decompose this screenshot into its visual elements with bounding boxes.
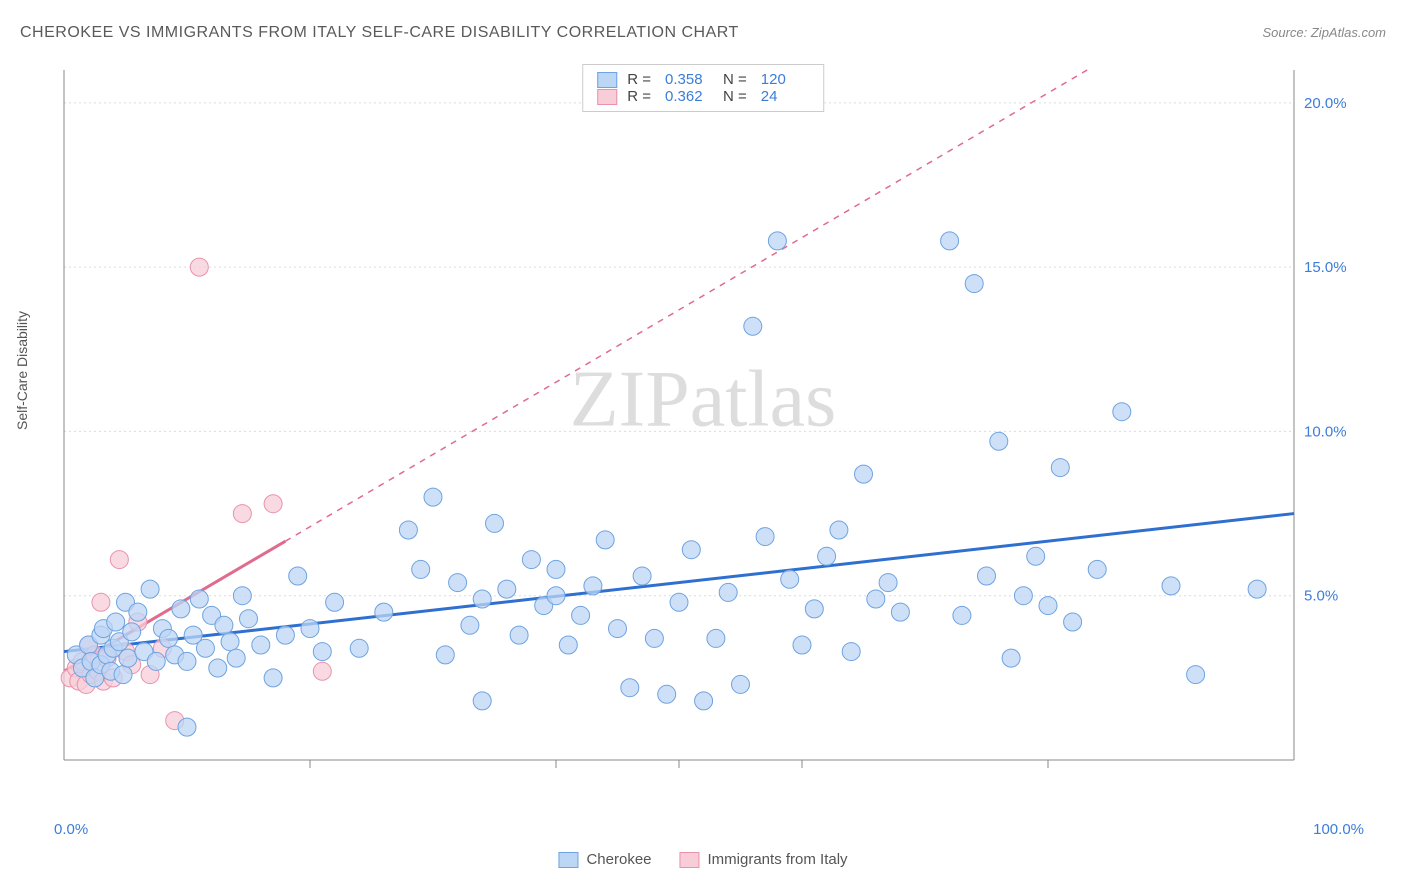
svg-text:15.0%: 15.0% [1304, 259, 1347, 276]
scatter-plot: 5.0% 10.0% 15.0% 20.0% [54, 60, 1364, 800]
stats-legend: R = 0.358 N = 120 R = 0.362 N = 24 [582, 64, 824, 112]
x-axis-max-label: 100.0% [1313, 821, 1364, 838]
svg-text:10.0%: 10.0% [1304, 423, 1347, 440]
n-value-cherokee: 120 [761, 71, 809, 88]
legend-item-cherokee: Cherokee [558, 851, 651, 868]
stats-row-italy: R = 0.362 N = 24 [597, 88, 809, 105]
n-value-italy: 24 [761, 88, 809, 105]
svg-text:20.0%: 20.0% [1304, 95, 1347, 112]
r-label: R = [627, 88, 651, 105]
n-label: N = [723, 88, 747, 105]
legend-label: Immigrants from Italy [708, 851, 848, 868]
legend-item-italy: Immigrants from Italy [680, 851, 848, 868]
chart-source: Source: ZipAtlas.com [1262, 25, 1386, 40]
cherokee-swatch-icon [597, 72, 617, 88]
r-value-italy: 0.362 [665, 88, 713, 105]
svg-text:5.0%: 5.0% [1304, 588, 1338, 605]
r-label: R = [627, 71, 651, 88]
series-legend: Cherokee Immigrants from Italy [558, 851, 847, 868]
r-value-cherokee: 0.358 [665, 71, 713, 88]
cherokee-swatch-icon [558, 852, 578, 868]
chart-title: CHEROKEE VS IMMIGRANTS FROM ITALY SELF-C… [20, 24, 739, 42]
italy-swatch-icon [680, 852, 700, 868]
y-axis-label: Self-Care Disability [14, 311, 30, 430]
x-axis-min-label: 0.0% [54, 821, 88, 838]
italy-swatch-icon [597, 89, 617, 105]
chart-header: CHEROKEE VS IMMIGRANTS FROM ITALY SELF-C… [20, 24, 1386, 42]
n-label: N = [723, 71, 747, 88]
stats-row-cherokee: R = 0.358 N = 120 [597, 71, 809, 88]
legend-label: Cherokee [586, 851, 651, 868]
